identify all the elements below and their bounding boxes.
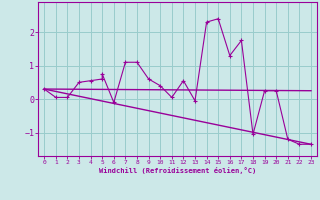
X-axis label: Windchill (Refroidissement éolien,°C): Windchill (Refroidissement éolien,°C) [99,167,256,174]
